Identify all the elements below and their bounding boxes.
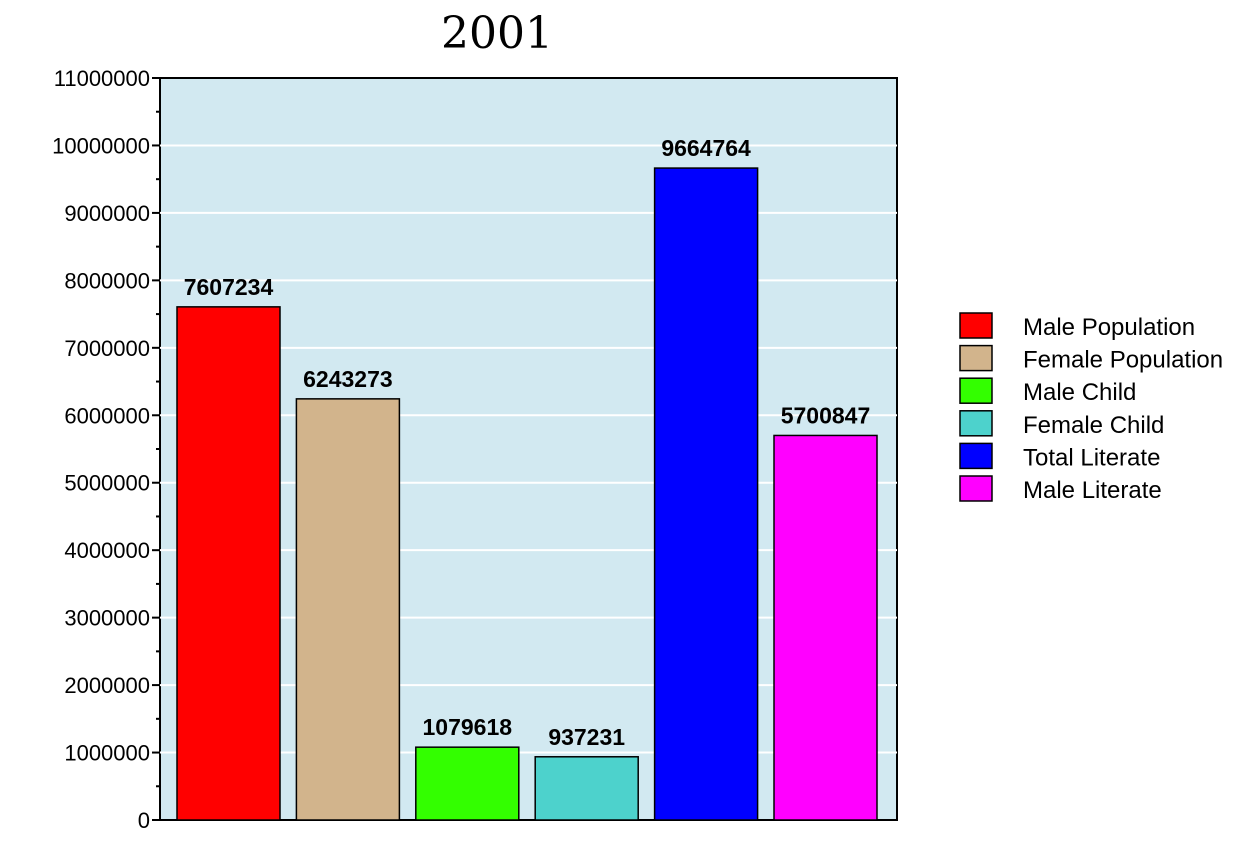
y-tick-label: 8000000 [64, 268, 150, 293]
legend-swatch [959, 475, 993, 502]
legend-swatch [959, 442, 993, 470]
legend-label: Male Literate [1023, 477, 1162, 504]
bar [653, 167, 759, 821]
y-tick-label: 5000000 [64, 471, 150, 496]
legend-label: Total Literate [1023, 444, 1160, 471]
legend-swatch [959, 377, 993, 404]
bar [415, 746, 520, 821]
y-tick-label: 2000000 [64, 673, 150, 698]
legend-swatch [959, 410, 993, 437]
bar [534, 756, 639, 821]
bars: 7607234 6243273 1079618 937231 9664764 570084… [176, 135, 878, 821]
y-tick-label: 7000000 [64, 336, 150, 361]
y-tick-label: 3000000 [64, 606, 150, 631]
legend-swatch [959, 344, 993, 372]
legend-swatch [959, 312, 993, 339]
data-label: 7607234 [184, 274, 274, 300]
data-label: 1079618 [423, 714, 513, 740]
data-label: 9664764 [661, 135, 751, 161]
legend: Male Population Female Population Male Chi… [959, 312, 1223, 504]
y-tick-label: 6000000 [64, 403, 150, 428]
bar [773, 434, 878, 821]
y-tick-label: 10000000 [52, 133, 150, 158]
legend-label: Male Child [1023, 379, 1136, 406]
data-label: 6243273 [303, 366, 393, 392]
legend-label: Male Population [1023, 314, 1195, 341]
bar [295, 398, 401, 821]
data-label: 5700847 [781, 402, 871, 428]
y-tick-label: 1000000 [64, 741, 150, 766]
y-tick-label: 4000000 [64, 538, 150, 563]
legend-label: Female Population [1023, 347, 1223, 374]
legend-label: Female Child [1023, 412, 1164, 439]
bar [176, 306, 281, 821]
y-tick-label: 11000000 [54, 66, 150, 91]
y-tick-label: 9000000 [64, 201, 150, 226]
data-label: 937231 [548, 724, 625, 750]
y-tick-label: 0 [138, 808, 150, 833]
chart-title: 2001 [441, 8, 553, 59]
y-axis: 0 1000000 2000000 3000000 4000000 5000000 6000… [52, 66, 160, 833]
